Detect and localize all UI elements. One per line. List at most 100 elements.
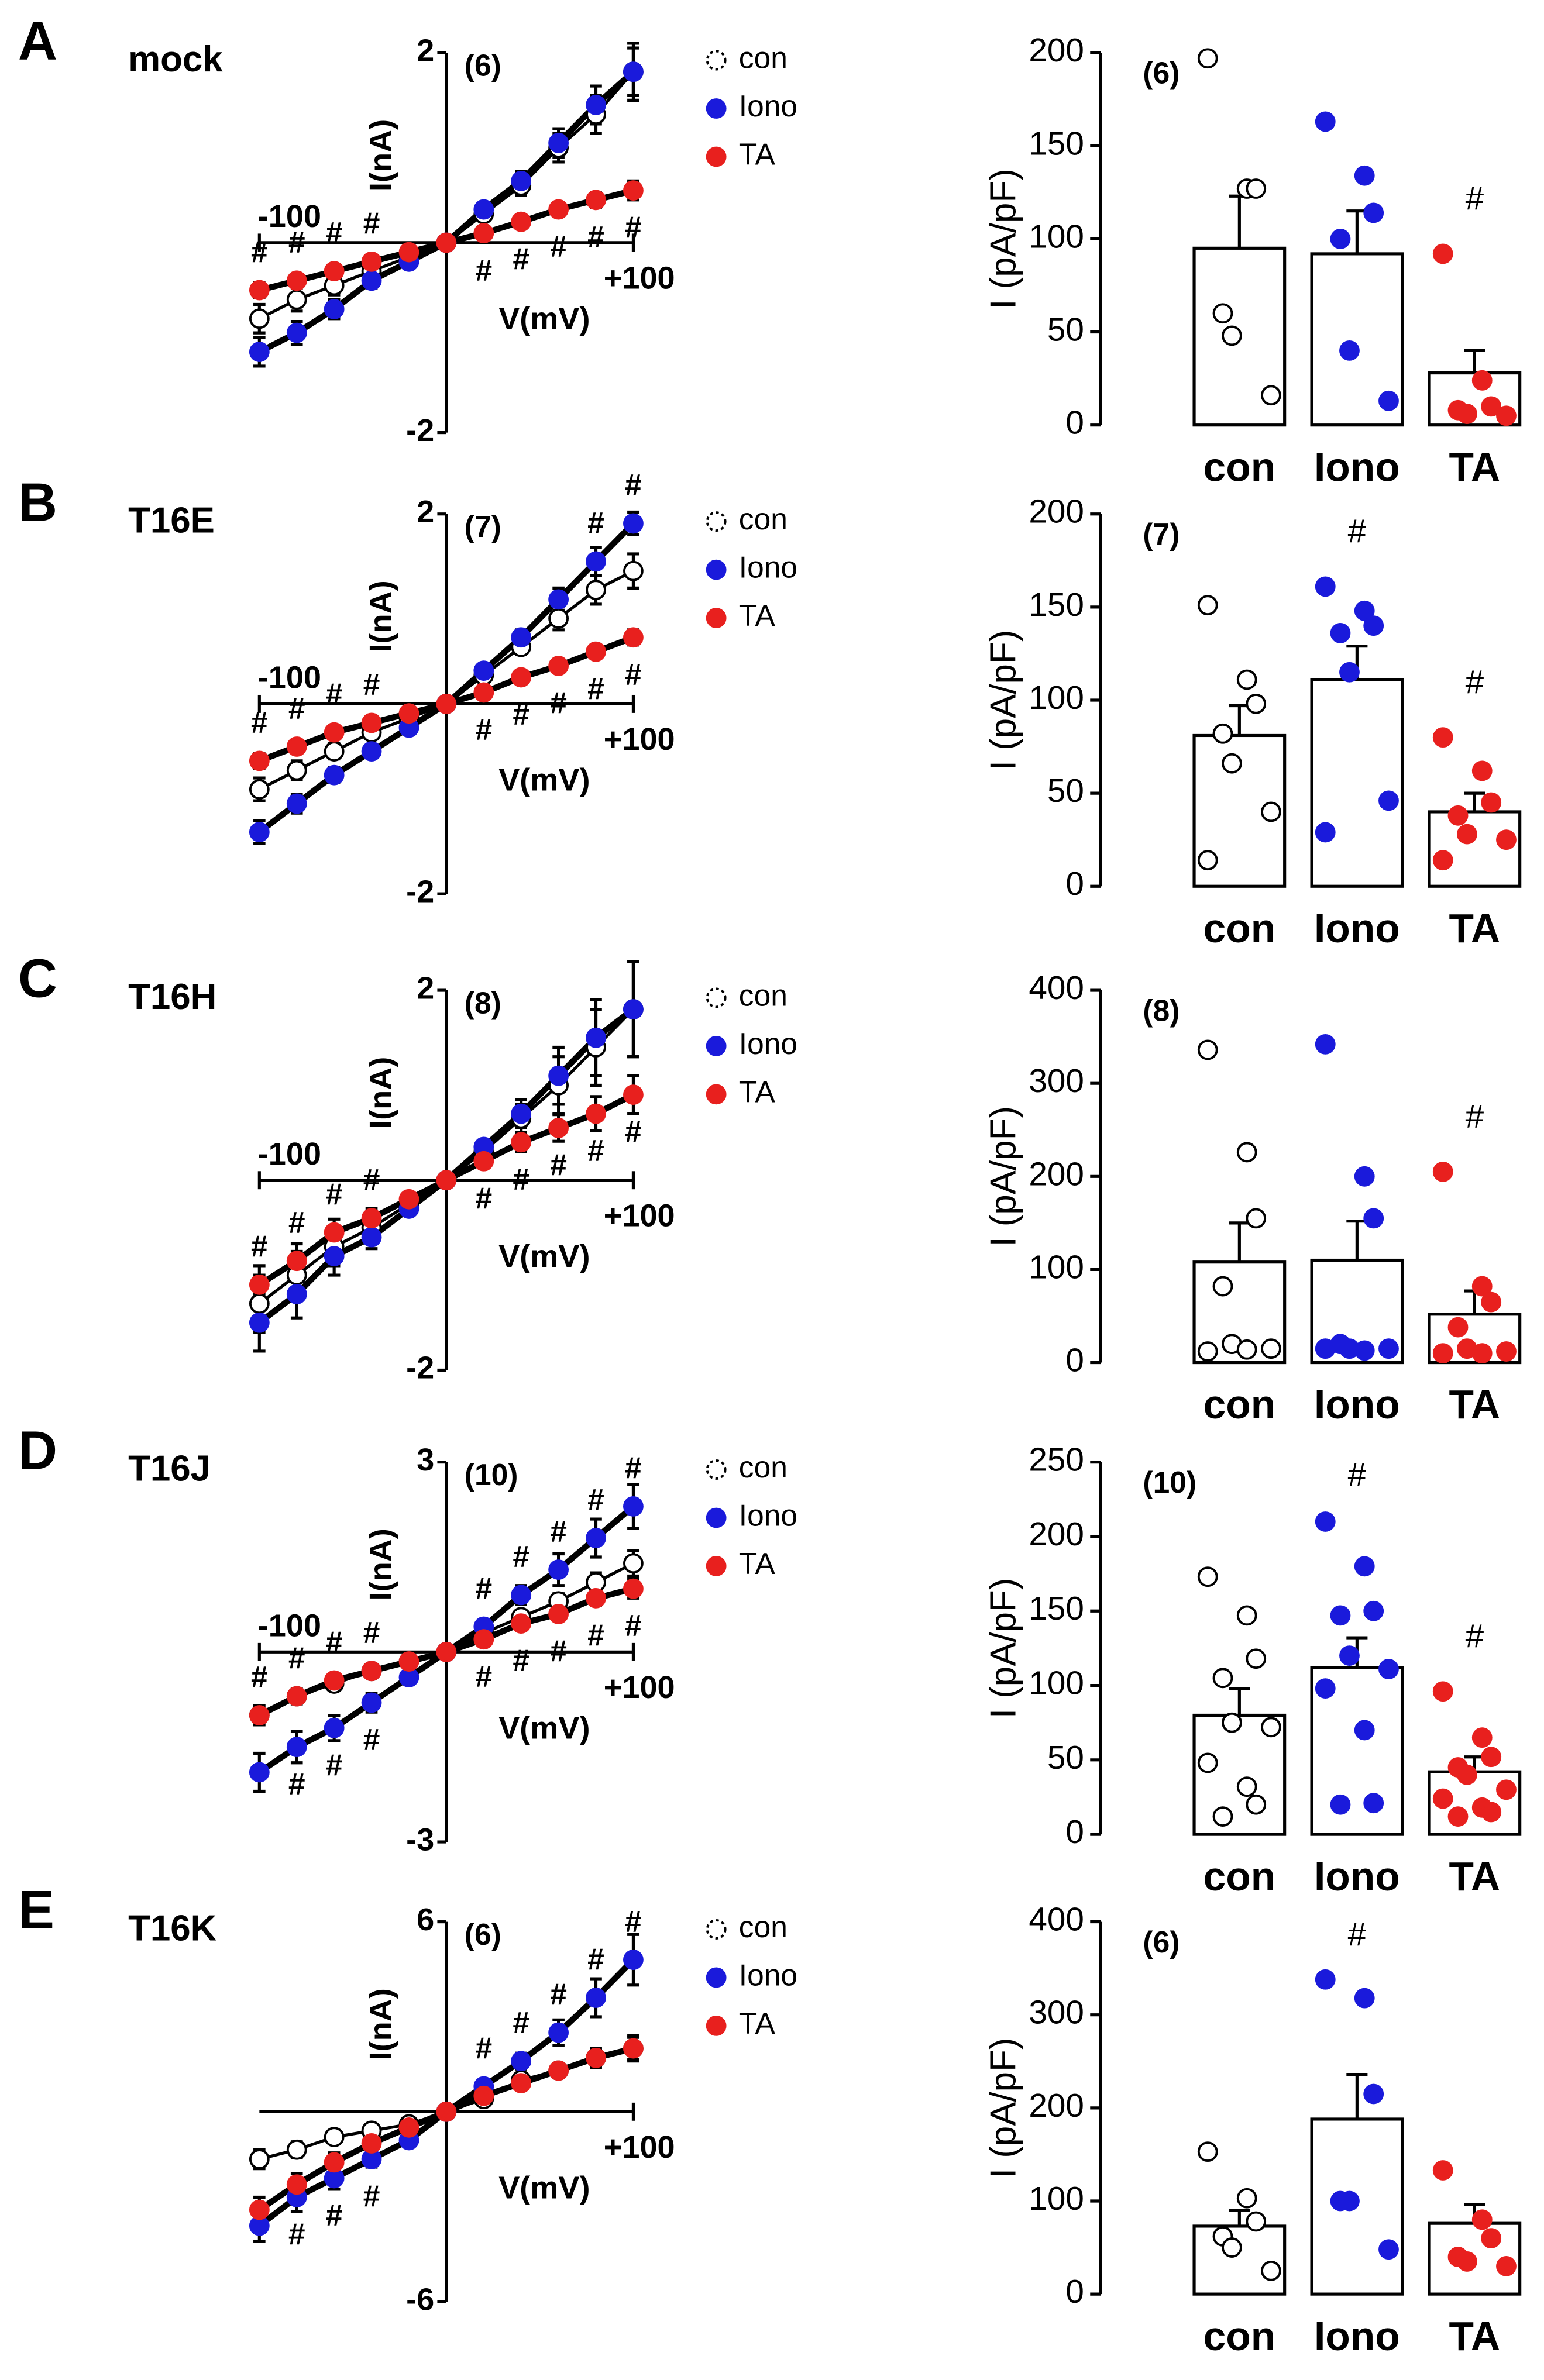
data-point (398, 2117, 419, 2138)
bar (1192, 246, 1287, 427)
significance-mark: # (326, 2198, 343, 2232)
legend-label: TA (739, 2006, 776, 2040)
y-tick-label: 200 (1029, 1156, 1084, 1193)
n-label: (7) (465, 509, 501, 543)
data-point (1432, 850, 1453, 871)
data-point (436, 694, 457, 714)
x-tick-label: TA (1449, 2313, 1501, 2359)
data-point (1471, 1343, 1493, 1364)
legend-label: TA (739, 1547, 776, 1580)
x-tick-label: TA (1449, 1854, 1501, 1899)
x-tick-label: con (1203, 905, 1276, 951)
error-bar (1229, 2209, 1250, 2226)
x-tick-label: -100 (258, 1608, 321, 1643)
data-point (1363, 1793, 1384, 1814)
n-label: (8) (1143, 993, 1180, 1027)
panel-letter: E (18, 1879, 54, 1940)
data-point (286, 736, 307, 757)
significance-mark: # (326, 215, 343, 249)
data-point (1432, 1681, 1453, 1702)
data-point (1378, 2239, 1399, 2260)
data-point (1496, 405, 1517, 426)
data-point (511, 667, 532, 688)
bar (1310, 252, 1404, 427)
y-tick-label: -2 (406, 413, 434, 448)
data-point (1261, 801, 1281, 822)
y-tick-label: 300 (1029, 1995, 1084, 2031)
y-tick-label: -6 (406, 2282, 434, 2317)
y-axis-label: I(nA) (363, 1988, 398, 2060)
y-tick-label: 200 (1029, 2088, 1084, 2124)
data-point (1197, 1039, 1218, 1060)
n-label: (6) (1143, 1925, 1180, 1959)
y-tick-label: 200 (1029, 494, 1084, 531)
data-point (1354, 600, 1375, 621)
significance-mark: # (513, 2005, 529, 2039)
legend-label: con (739, 41, 788, 75)
data-point (286, 1737, 307, 1758)
data-point (249, 1293, 270, 1314)
significance-mark: # (625, 1904, 642, 1938)
panel-letter: C (18, 948, 57, 1009)
legend-marker (706, 1507, 727, 1528)
n-label: (6) (1143, 56, 1180, 89)
significance-mark: # (363, 1616, 380, 1649)
data-point (623, 61, 644, 82)
data-point (586, 580, 606, 601)
x-axis-label: V(mV) (498, 1239, 590, 1274)
data-point (1354, 1340, 1375, 1361)
data-point (1315, 111, 1336, 132)
legend-label: Iono (739, 89, 797, 123)
data-point (286, 270, 307, 291)
significance-mark: # (625, 468, 642, 502)
data-point (1197, 850, 1218, 871)
data-point (1222, 325, 1242, 346)
data-point (1432, 2160, 1453, 2181)
significance-mark: # (288, 2217, 305, 2251)
y-tick-label: 100 (1029, 218, 1084, 255)
y-axis-label: I (pA/pF) (983, 630, 1023, 771)
significance-mark: # (363, 206, 380, 240)
data-point (1197, 48, 1218, 69)
data-point (1339, 2190, 1360, 2212)
x-tick-label: Iono (1314, 1854, 1400, 1899)
data-point (1432, 1788, 1453, 1809)
y-tick-label: 0 (1065, 2274, 1084, 2310)
significance-mark: # (587, 506, 604, 540)
data-point (511, 211, 532, 232)
significance-mark: # (587, 1134, 604, 1167)
y-tick-label: 100 (1029, 680, 1084, 717)
data-point (1261, 2260, 1281, 2281)
data-point (511, 627, 532, 648)
data-point (249, 2199, 270, 2220)
data-point (1339, 662, 1360, 683)
y-tick-label: 0 (1065, 866, 1084, 903)
data-point (548, 656, 569, 676)
significance-mark: # (1466, 181, 1484, 218)
significance-mark: # (550, 1148, 567, 1182)
significance-mark: # (625, 1114, 642, 1148)
data-point (1197, 2141, 1218, 2162)
data-point (1246, 1648, 1267, 1669)
x-tick-label: +100 (604, 1670, 675, 1705)
data-point (1236, 1776, 1257, 1797)
significance-mark: # (550, 1514, 567, 1548)
data-point (1354, 1166, 1375, 1187)
x-tick-label: TA (1449, 905, 1501, 951)
error-bar (1464, 349, 1485, 373)
significance-mark: # (288, 691, 305, 725)
significance-mark: # (550, 686, 567, 719)
legend-marker (706, 1459, 727, 1480)
x-tick-label: con (1203, 1854, 1276, 1899)
data-point (548, 2022, 569, 2043)
panel-letter: D (18, 1420, 57, 1480)
data-point (324, 722, 345, 743)
data-point (286, 760, 307, 781)
significance-mark: # (1348, 1916, 1367, 1953)
data-point (623, 1553, 644, 1574)
significance-mark: # (625, 1451, 642, 1485)
data-point (1481, 1747, 1502, 1768)
data-point (473, 1151, 494, 1172)
significance-mark: # (513, 242, 529, 275)
bar (1310, 1258, 1404, 1365)
